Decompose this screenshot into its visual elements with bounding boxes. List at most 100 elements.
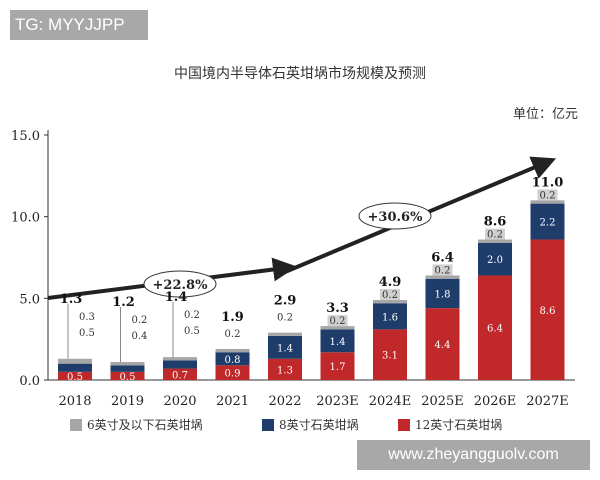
- value-label: 1.3: [277, 365, 293, 376]
- bar-segment-1: [110, 365, 145, 372]
- value-label: 2.2: [540, 218, 556, 229]
- bar-segment-0: [58, 371, 92, 380]
- watermark-bottom: www.zheyangguolv.com: [357, 440, 590, 470]
- y-tick-label: 0.0: [19, 374, 40, 389]
- bar-segment-2: [373, 299, 407, 304]
- value-label: 0.2: [184, 310, 200, 321]
- bar-segment-2: [110, 362, 145, 366]
- bar-segment-0: [478, 275, 512, 380]
- bar-segment-2: [425, 275, 460, 279]
- total-label: 1.9: [221, 310, 244, 325]
- legend-label: 12英寸石英坩埚: [415, 418, 503, 432]
- value-label-box: [485, 228, 505, 240]
- value-label: 0.5: [120, 372, 136, 383]
- bar-segment-0: [320, 352, 355, 380]
- value-label: 1.6: [382, 312, 398, 323]
- bar-segment-2: [268, 332, 302, 336]
- bar-segment-0: [215, 365, 250, 380]
- bar-segment-2: [215, 348, 250, 353]
- value-label: 0.2: [277, 313, 293, 324]
- value-label-box: [327, 315, 348, 327]
- bar-segment-2: [320, 326, 355, 330]
- bar-segment-0: [110, 371, 145, 380]
- value-label: 6.4: [487, 324, 503, 335]
- value-label: 0.2: [487, 230, 503, 241]
- x-tick-label: 2025E: [421, 394, 464, 409]
- value-label: 4.4: [435, 340, 451, 351]
- y-tick-label: 15.0: [11, 129, 40, 144]
- total-label: 1.2: [112, 295, 135, 310]
- legend-swatch: [398, 418, 410, 431]
- legend-label: 6英寸及以下石英坩埚: [87, 418, 203, 432]
- x-tick-label: 2021: [216, 394, 249, 409]
- bar-segment-1: [425, 278, 460, 309]
- growth-label-bubble: [143, 270, 217, 298]
- total-label: 2.9: [274, 294, 297, 309]
- bar-segment-1: [530, 203, 565, 240]
- bar-segment-0: [268, 358, 302, 380]
- value-label: 0.8: [225, 355, 241, 366]
- value-label: 0.9: [225, 369, 241, 380]
- legend-item-8inch: 8英寸石英坩埚: [262, 416, 359, 433]
- y-tick-label: 10.0: [11, 211, 40, 226]
- value-label: 0.3: [79, 312, 95, 323]
- x-tick-label: 2024E: [369, 394, 412, 409]
- bar-segment-1: [215, 352, 250, 366]
- bar-segment-2: [163, 357, 197, 361]
- bar-segment-2: [478, 239, 512, 243]
- x-tick-label: 2023E: [316, 394, 359, 409]
- x-tick-label: 2026E: [474, 394, 517, 409]
- value-label: 0.5: [184, 326, 200, 337]
- value-label: 8.6: [540, 306, 556, 317]
- value-label: 1.7: [330, 362, 346, 373]
- value-label: 0.2: [382, 290, 398, 301]
- bar-segment-1: [373, 303, 407, 330]
- value-label: 0.2: [435, 265, 451, 276]
- value-label: 1.4: [330, 337, 346, 348]
- bar-segment-0: [163, 368, 197, 380]
- value-label: 0.7: [172, 370, 188, 381]
- unit-label: 单位：亿元: [512, 107, 578, 122]
- bar-segment-0: [373, 329, 407, 380]
- bar-segment-2: [58, 358, 92, 364]
- chart-title: 中国境内半导体石英坩埚市场规模及预测: [174, 66, 426, 82]
- legend-item-6inch: 6英寸及以下石英坩埚: [70, 416, 203, 433]
- x-tick-label: 2020: [163, 394, 196, 409]
- value-label: 0.5: [79, 328, 95, 339]
- value-label-box: [380, 288, 400, 300]
- legend-swatch: [262, 418, 274, 431]
- value-label: 0.2: [225, 329, 241, 340]
- total-label: 11.0: [532, 175, 564, 190]
- value-label-box: [432, 264, 453, 276]
- value-label: 2.0: [487, 255, 503, 266]
- x-tick-label: 2018: [58, 394, 91, 409]
- bar-segment-1: [58, 363, 92, 372]
- bar-segment-1: [320, 329, 355, 353]
- bar-segment-1: [163, 360, 197, 369]
- y-tick-label: 5.0: [19, 292, 40, 307]
- bar-segment-0: [425, 308, 460, 380]
- legend-label: 8英寸石英坩埚: [279, 418, 359, 432]
- x-tick-label: 2027E: [526, 394, 569, 409]
- legend-swatch: [70, 418, 82, 431]
- bar-segment-1: [478, 242, 512, 276]
- total-label: 1.3: [60, 292, 83, 307]
- value-label-box: [537, 189, 558, 201]
- x-tick-label: 2019: [111, 394, 144, 409]
- total-label: 8.6: [484, 215, 507, 230]
- growth-label-bubble: [358, 202, 432, 230]
- value-label: 0.2: [132, 315, 148, 326]
- value-label: 0.2: [540, 190, 556, 201]
- value-label: 0.4: [132, 331, 148, 342]
- bar-segment-1: [268, 335, 302, 359]
- growth-label: +22.8%: [153, 278, 209, 293]
- growth-label: +30.6%: [368, 210, 424, 225]
- legend-item-12inch: 12英寸石英坩埚: [398, 416, 502, 433]
- bar-segment-0: [530, 239, 565, 380]
- total-label: 4.9: [379, 275, 402, 290]
- value-label: 1.4: [277, 343, 293, 354]
- watermark-top: TG: MYYJJPP: [10, 10, 148, 40]
- value-label: 3.1: [382, 351, 398, 362]
